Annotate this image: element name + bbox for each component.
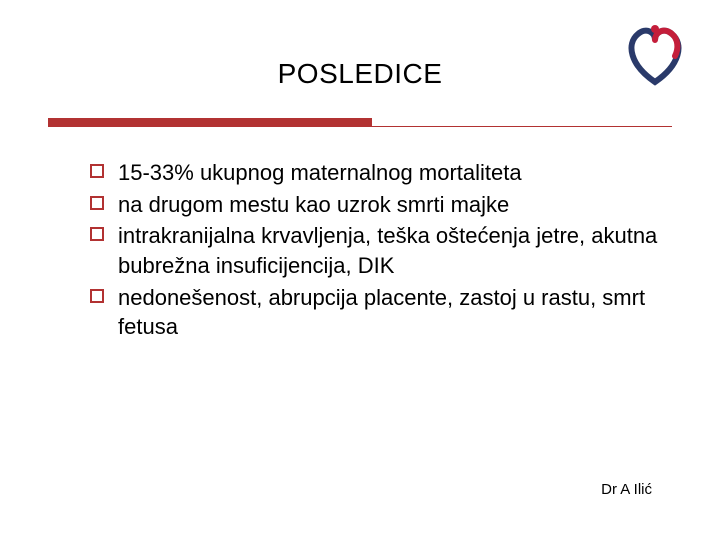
square-bullet-icon (90, 196, 104, 210)
title-underline (48, 118, 672, 128)
heart-logo (620, 20, 690, 90)
list-item-text: na drugom mestu kao uzrok smrti majke (118, 190, 660, 220)
author-footer: Dr A Ilić (601, 481, 652, 498)
square-bullet-icon (90, 227, 104, 241)
square-bullet-icon (90, 289, 104, 303)
list-item: na drugom mestu kao uzrok smrti majke (90, 190, 660, 220)
underline-thick (48, 118, 372, 126)
slide-title: POSLEDICE (0, 0, 720, 90)
list-item: intrakranijalna krvavljenja, teška ošteć… (90, 221, 660, 280)
list-item: nedonešenost, abrupcija placente, zastoj… (90, 283, 660, 342)
list-item-text: intrakranijalna krvavljenja, teška ošteć… (118, 221, 660, 280)
square-bullet-icon (90, 164, 104, 178)
underline-thin (48, 126, 672, 127)
slide: POSLEDICE 15-33% ukupnog maternalnog mor… (0, 0, 720, 540)
list-item-text: nedonešenost, abrupcija placente, zastoj… (118, 283, 660, 342)
list-item: 15-33% ukupnog maternalnog mortaliteta (90, 158, 660, 188)
bullet-list: 15-33% ukupnog maternalnog mortaliteta n… (90, 158, 660, 344)
list-item-text: 15-33% ukupnog maternalnog mortaliteta (118, 158, 660, 188)
